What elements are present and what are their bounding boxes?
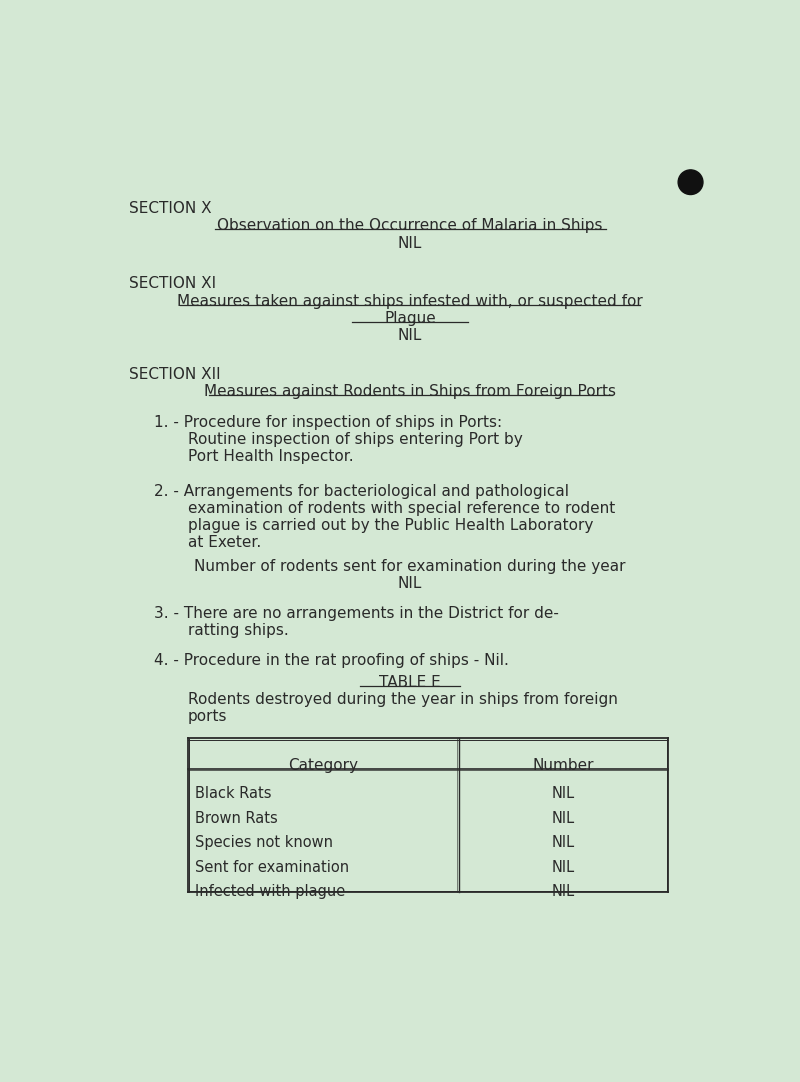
- Text: ports: ports: [187, 709, 227, 724]
- Text: Port Health Inspector.: Port Health Inspector.: [187, 449, 354, 463]
- Text: Infected with plague: Infected with plague: [195, 884, 346, 899]
- Text: 2. - Arrangements for bacteriological and pathological: 2. - Arrangements for bacteriological an…: [154, 484, 570, 499]
- Circle shape: [678, 170, 703, 195]
- Text: NIL: NIL: [398, 236, 422, 251]
- Text: SECTION X: SECTION X: [130, 201, 212, 216]
- Text: NIL: NIL: [552, 786, 575, 801]
- Text: SECTION XII: SECTION XII: [130, 367, 221, 382]
- Text: Brown Rats: Brown Rats: [195, 810, 278, 826]
- Text: TABLE E: TABLE E: [379, 675, 441, 690]
- Text: Measures against Rodents in Ships from Foreign Ports: Measures against Rodents in Ships from F…: [204, 384, 616, 399]
- Text: Rodents destroyed during the year in ships from foreign: Rodents destroyed during the year in shi…: [187, 692, 618, 707]
- Text: Measures taken against ships infested with, or suspected for: Measures taken against ships infested wi…: [177, 294, 643, 308]
- Text: Category: Category: [288, 758, 358, 774]
- Text: at Exeter.: at Exeter.: [187, 535, 261, 550]
- Text: plague is carried out by the Public Health Laboratory: plague is carried out by the Public Heal…: [187, 518, 593, 533]
- Text: NIL: NIL: [552, 884, 575, 899]
- Text: SECTION XI: SECTION XI: [130, 276, 217, 291]
- Text: Black Rats: Black Rats: [195, 786, 272, 801]
- Text: Number: Number: [533, 758, 594, 774]
- Text: NIL: NIL: [398, 329, 422, 343]
- Text: NIL: NIL: [552, 810, 575, 826]
- Text: Number of rodents sent for examination during the year: Number of rodents sent for examination d…: [194, 559, 626, 575]
- Text: Plague: Plague: [384, 311, 436, 326]
- Text: NIL: NIL: [398, 577, 422, 592]
- Text: 1. - Procedure for inspection of ships in Ports:: 1. - Procedure for inspection of ships i…: [154, 414, 502, 430]
- Text: ratting ships.: ratting ships.: [187, 622, 288, 637]
- Text: NIL: NIL: [552, 835, 575, 850]
- Text: 4. - Procedure in the rat proofing of ships - Nil.: 4. - Procedure in the rat proofing of sh…: [154, 654, 509, 669]
- Text: Routine inspection of ships entering Port by: Routine inspection of ships entering Por…: [187, 432, 522, 447]
- Text: Sent for examination: Sent for examination: [195, 860, 350, 875]
- Text: Species not known: Species not known: [195, 835, 334, 850]
- Text: 3. - There are no arrangements in the District for de-: 3. - There are no arrangements in the Di…: [154, 606, 559, 621]
- Text: NIL: NIL: [552, 860, 575, 875]
- Text: examination of rodents with special reference to rodent: examination of rodents with special refe…: [187, 501, 615, 516]
- Text: Observation on the Occurrence of Malaria in Ships: Observation on the Occurrence of Malaria…: [218, 219, 602, 234]
